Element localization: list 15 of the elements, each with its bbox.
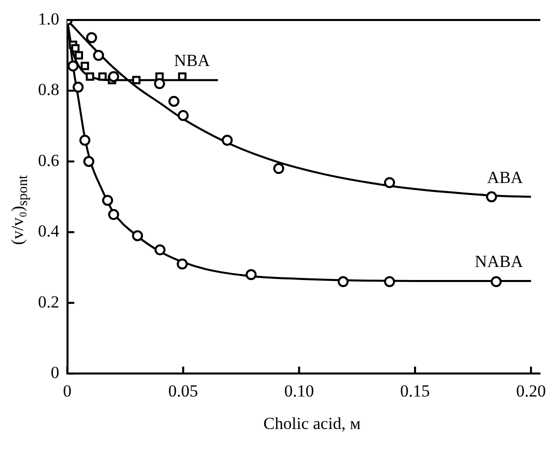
x-tick-label: 0.15 — [400, 381, 430, 400]
series-label: NABA — [474, 252, 524, 271]
y-tick-label: 0.6 — [38, 150, 60, 170]
y-tick-label: 0.2 — [38, 292, 60, 312]
x-tick-label: 0.05 — [168, 381, 198, 400]
y-tick-label: 0.4 — [38, 222, 60, 241]
x-tick-label: 0.10 — [284, 381, 314, 400]
x-tick-label: 0.20 — [516, 381, 546, 400]
series-label: ABA — [487, 168, 524, 187]
x-axis-title: Cholic acid, ᴍ — [262, 414, 362, 434]
x-tick-label: 0 — [63, 381, 72, 400]
series-label: NBA — [174, 51, 211, 70]
y-tick-label: 1.0 — [38, 9, 60, 28]
y-tick-label: 0.8 — [38, 80, 60, 100]
y-tick-label: 0 — [50, 363, 60, 382]
